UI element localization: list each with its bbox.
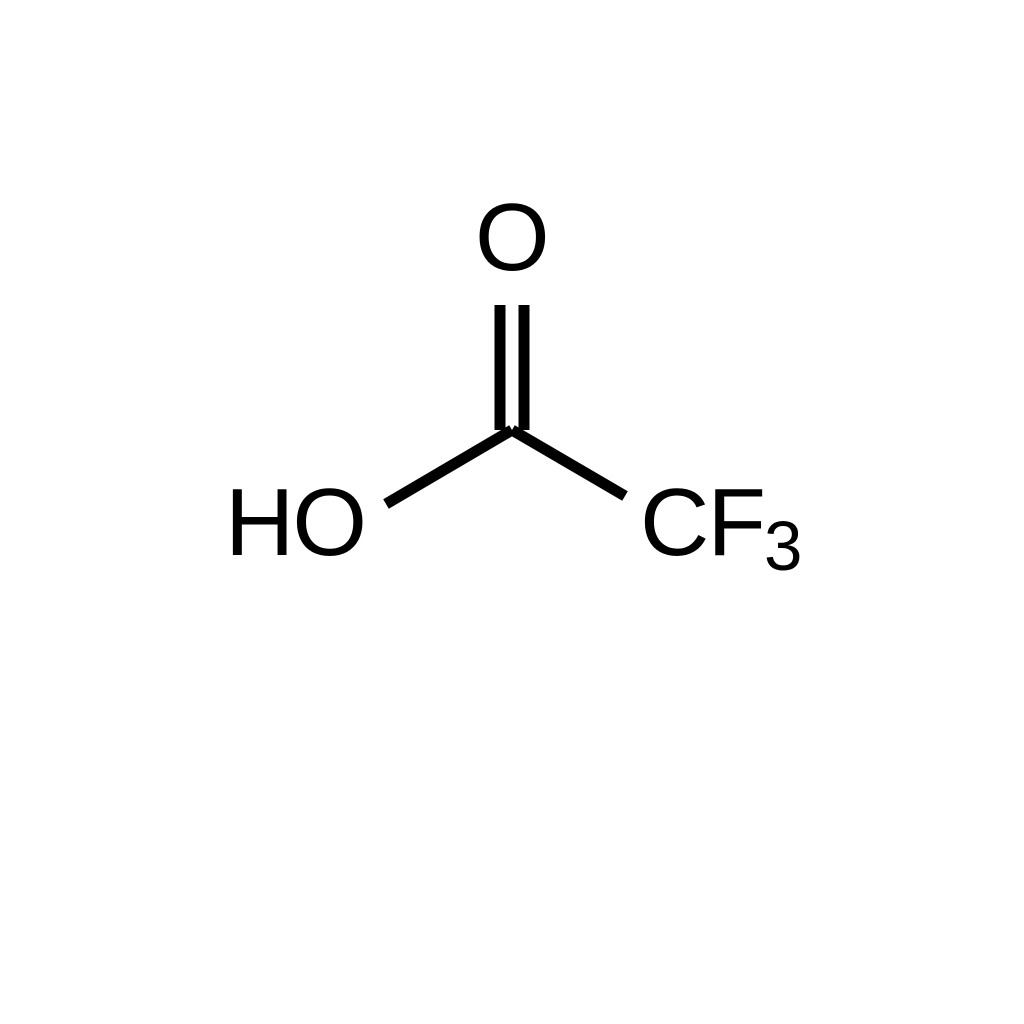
cf3-main-text: CF (640, 469, 764, 576)
hydroxyl-text: HO (225, 469, 365, 576)
hydroxyl-label: HO (225, 475, 365, 571)
bond-layer (0, 0, 1024, 1024)
oxygen-top-text: O (475, 184, 548, 291)
cf3-label: CF3 (640, 475, 800, 571)
cf3-subscript: 3 (764, 507, 800, 585)
single-bond-hydroxyl (386, 430, 512, 504)
single-bond-cf3 (512, 430, 625, 496)
chemical-structure-canvas: O HO CF3 (0, 0, 1024, 1024)
oxygen-top-label: O (475, 190, 548, 286)
